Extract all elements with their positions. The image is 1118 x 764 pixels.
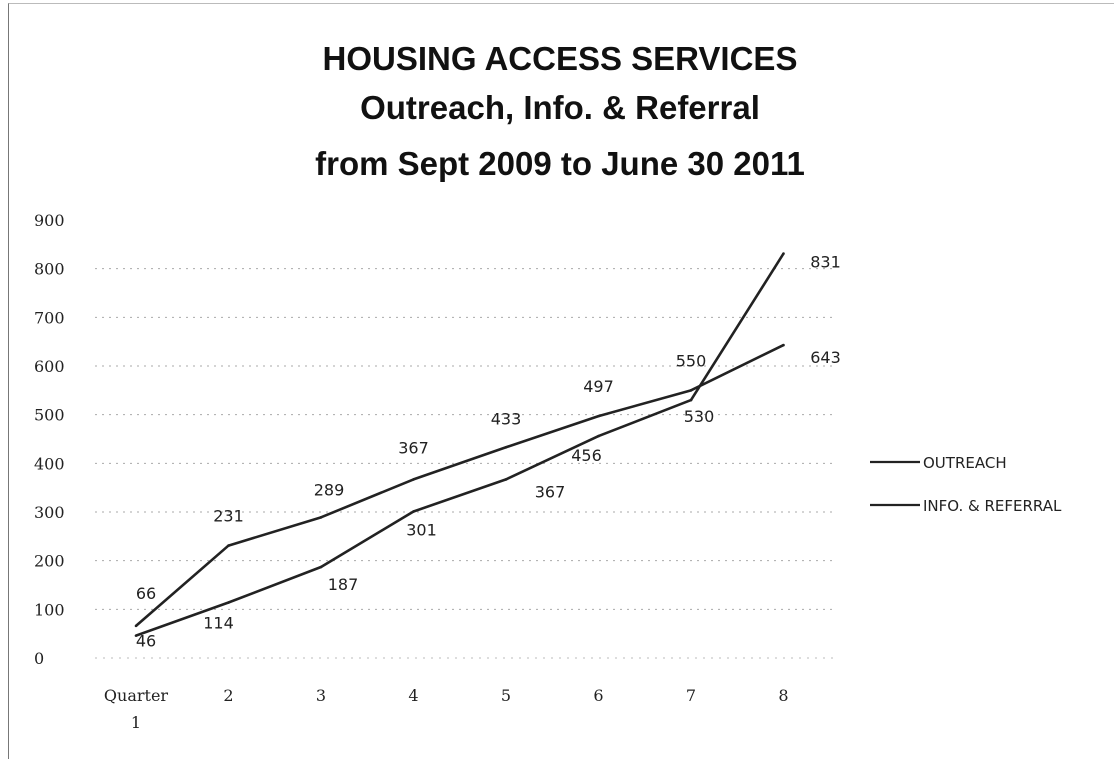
data-label: 497 (583, 377, 614, 396)
data-label: 114 (203, 614, 234, 633)
data-label: 187 (328, 575, 359, 594)
data-label: 831 (810, 253, 841, 272)
y-tick-label: 500 (34, 406, 65, 425)
data-label: 289 (314, 480, 345, 499)
data-point (134, 634, 138, 637)
x-tick-label: 5 (501, 686, 511, 705)
y-tick-label: 0 (34, 649, 44, 668)
data-point (689, 389, 693, 392)
x-tick-label: 7 (686, 686, 696, 705)
data-point (689, 398, 693, 402)
x-tick-label: 4 (408, 686, 418, 705)
y-tick-label: 800 (34, 260, 65, 279)
y-tick-label: 200 (34, 552, 65, 571)
y-tick-label: 100 (34, 600, 65, 619)
data-point (504, 478, 508, 481)
data-point (227, 601, 230, 604)
y-tick-label: 400 (34, 454, 65, 473)
data-label: 530 (684, 407, 715, 426)
y-tick-label: 900 (34, 211, 65, 230)
data-label: 231 (213, 507, 244, 526)
x-tick-label: 6 (593, 686, 603, 705)
data-point (319, 516, 323, 519)
y-tick-label: 600 (34, 357, 65, 376)
x-tick-label: 2 (223, 686, 233, 705)
data-point (504, 445, 508, 449)
data-point (597, 414, 600, 418)
data-point (597, 434, 600, 438)
x-tick-label: 8 (778, 686, 788, 705)
data-point (412, 478, 415, 481)
chart-title-line-3: from Sept 2009 to June 30 2011 (315, 145, 805, 182)
series-line-0 (135, 343, 785, 627)
data-label: 367 (398, 438, 429, 457)
data-point (412, 510, 415, 513)
series-line-1 (135, 252, 785, 637)
legend-label-0: OUTREACH (923, 454, 1007, 472)
data-label: 550 (676, 351, 707, 370)
data-label: 643 (810, 348, 841, 367)
data-label: 367 (535, 482, 566, 501)
data-point (134, 624, 138, 628)
data-label: 456 (571, 446, 602, 465)
data-point (782, 343, 785, 347)
x-tick-label: 3 (316, 686, 326, 705)
data-label: 301 (406, 521, 437, 540)
legend-label-1: INFO. & REFERRAL (923, 497, 1062, 515)
data-label: 66 (136, 584, 156, 603)
data-label: 46 (136, 632, 156, 651)
data-point (782, 252, 785, 255)
data-label: 433 (491, 409, 522, 428)
chart-frame (8, 3, 1114, 759)
data-point (227, 544, 230, 547)
chart-title-line-1: HOUSING ACCESS SERVICES (322, 40, 798, 77)
chart-title-line-2: Outreach, Info. & Referral (360, 89, 760, 126)
x-tick-label: Quarter 1 (104, 686, 169, 732)
y-tick-label: 300 (34, 503, 65, 522)
y-tick-label: 700 (34, 308, 65, 327)
data-point (319, 565, 323, 569)
